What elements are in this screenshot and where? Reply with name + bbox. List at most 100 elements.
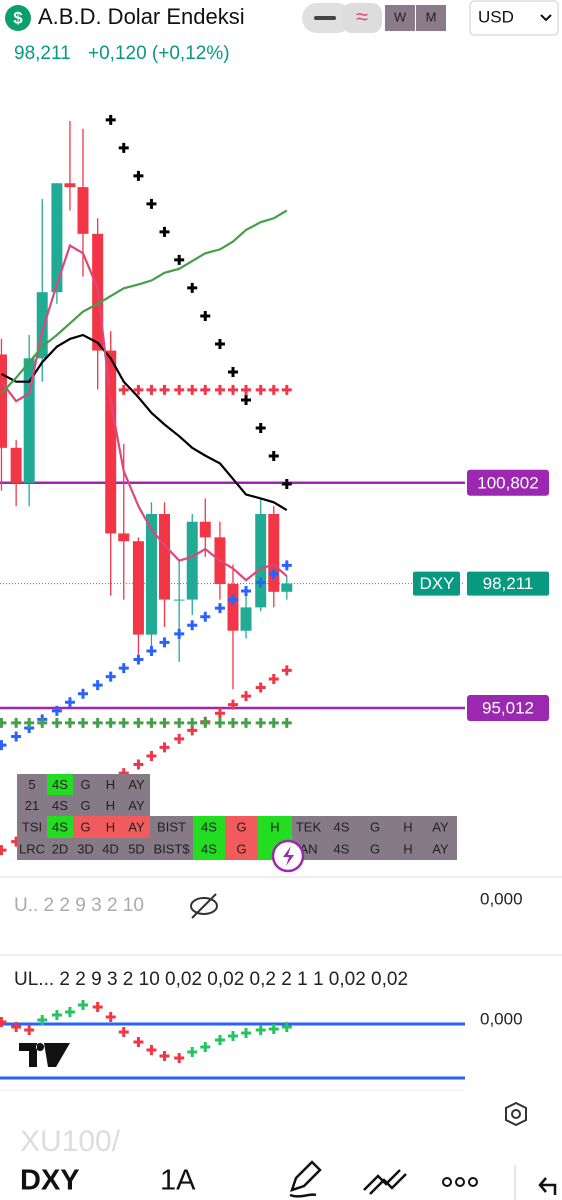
- table-cell-text: 4S: [201, 841, 217, 856]
- cross-marker: [105, 717, 116, 728]
- table-cell: [392, 816, 424, 838]
- table-cell-text: AY: [128, 777, 145, 792]
- cross-marker: [214, 708, 225, 719]
- cross-marker: [77, 1000, 88, 1010]
- table-cell-text: 4S: [52, 777, 68, 792]
- cross-marker: [118, 142, 129, 153]
- price-axis: 100,802 95,012 DXY 98,211: [413, 469, 549, 722]
- cross-marker: [227, 1031, 238, 1041]
- bolt: [283, 846, 294, 866]
- currency-icon: [5, 5, 31, 31]
- table-cell: [98, 816, 123, 838]
- candle-body: [10, 447, 22, 483]
- symbol-title[interactable]: A.B.D. Dolar Endeksi: [38, 4, 245, 29]
- cross-marker: [64, 697, 75, 708]
- table-cell: [123, 795, 150, 816]
- interval-button[interactable]: [416, 5, 446, 31]
- table-cell: [17, 838, 47, 860]
- cross-marker: [92, 717, 103, 728]
- cross-marker: [200, 717, 211, 728]
- cross-marker: [281, 1022, 292, 1032]
- level-tag: [467, 469, 549, 496]
- candle-body: [268, 513, 280, 592]
- level-label: 95,012: [482, 699, 534, 718]
- price-change: +0,120 (+0,12%): [88, 43, 230, 64]
- table-cell: [47, 795, 73, 816]
- table-cell: [73, 838, 98, 860]
- hide-icon[interactable]: [190, 893, 218, 919]
- symbol-button[interactable]: DXY: [20, 1165, 80, 1197]
- cross-marker: [227, 384, 238, 395]
- price-pane: [0, 114, 465, 856]
- table-cell: [17, 774, 47, 795]
- cross-marker: [255, 422, 266, 433]
- table-cell-text: G: [370, 841, 380, 856]
- cross-marker: [51, 1010, 62, 1020]
- logo-mark: [19, 1043, 70, 1067]
- cross-marker: [241, 691, 252, 702]
- candle-body: [173, 599, 185, 601]
- interval-button[interactable]: [385, 5, 415, 31]
- interval-label: W: [394, 9, 407, 24]
- cross-marker: [214, 338, 225, 349]
- candle-body: [23, 358, 35, 483]
- cross-marker: [174, 733, 185, 744]
- settings-icon[interactable]: [505, 1101, 527, 1127]
- table-cell: [325, 816, 358, 838]
- cross-marker: [77, 717, 88, 728]
- cross-marker: [92, 680, 103, 691]
- cross-marker: [187, 620, 198, 631]
- candle-body: [186, 521, 198, 600]
- cross-marker: [174, 717, 185, 728]
- back-button[interactable]: [538, 1177, 557, 1195]
- cross-marker: [0, 717, 7, 728]
- cross-marker: [214, 603, 225, 614]
- table-cell-text: H: [106, 819, 115, 834]
- cross-marker: [255, 384, 266, 395]
- overlay: U.. 2 2 9 3 2 10 0,000 UL... 2 2 9 3 2 1…: [0, 839, 562, 1127]
- table-cell: [325, 838, 358, 860]
- cross-marker: [24, 717, 35, 728]
- table-cell-text: 21: [25, 798, 39, 813]
- table-cell: [193, 838, 225, 860]
- table-cell-text: TSI: [22, 819, 42, 834]
- cross-marker: [200, 310, 211, 321]
- table-cell-text: H: [106, 777, 115, 792]
- header: $ A.B.D. Dolar Endeksi ≈ W M USD 98,211 …: [0, 0, 559, 64]
- cross-marker: [105, 671, 116, 682]
- table-cell-text: 4S: [334, 841, 350, 856]
- table-cell-text: 5D: [128, 841, 145, 856]
- indicator-label: U.. 2 2 9 3 2 10: [14, 895, 144, 916]
- cross-marker: [255, 682, 266, 693]
- table-cell-text: 4S: [52, 798, 68, 813]
- cross-marker: [268, 451, 279, 462]
- cross-marker: [241, 586, 252, 597]
- table-cell: [150, 816, 193, 838]
- last-price-label: 98,211: [483, 574, 534, 593]
- last-price-tag: [413, 571, 460, 596]
- table-cell: [47, 774, 73, 795]
- candle-body: [36, 292, 48, 359]
- cross-marker: [187, 1047, 198, 1057]
- table-cell: [225, 838, 258, 860]
- cross-marker: [11, 717, 22, 728]
- indicators-tool[interactable]: [363, 1169, 407, 1195]
- cross-marker: [146, 717, 157, 728]
- last-price: 98,211: [14, 43, 71, 64]
- candle-body: [240, 607, 252, 631]
- cross-marker: [146, 198, 157, 209]
- more-button[interactable]: [442, 1177, 478, 1187]
- table-cell: [47, 816, 73, 838]
- cross-marker: [174, 1053, 185, 1063]
- cross-marker: [77, 688, 88, 699]
- candle-body: [145, 513, 157, 635]
- pill[interactable]: [342, 3, 382, 33]
- table-cell: [123, 774, 150, 795]
- table-cell: [358, 838, 392, 860]
- interval-button[interactable]: 1A: [160, 1165, 196, 1197]
- cross-marker: [255, 717, 266, 728]
- draw-tool[interactable]: [289, 1160, 322, 1198]
- table-cell-text: 4S: [52, 819, 68, 834]
- currency-select[interactable]: [469, 0, 559, 36]
- cross-marker: [214, 717, 225, 728]
